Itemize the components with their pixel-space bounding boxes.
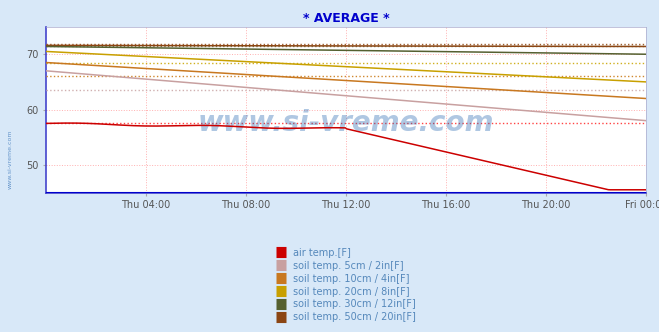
- Text: www.si-vreme.com: www.si-vreme.com: [198, 109, 494, 137]
- Title: * AVERAGE *: * AVERAGE *: [302, 12, 389, 25]
- Text: www.si-vreme.com: www.si-vreme.com: [8, 129, 13, 189]
- Legend: air temp.[F], soil temp. 5cm / 2in[F], soil temp. 10cm / 4in[F], soil temp. 20cm: air temp.[F], soil temp. 5cm / 2in[F], s…: [272, 244, 420, 326]
